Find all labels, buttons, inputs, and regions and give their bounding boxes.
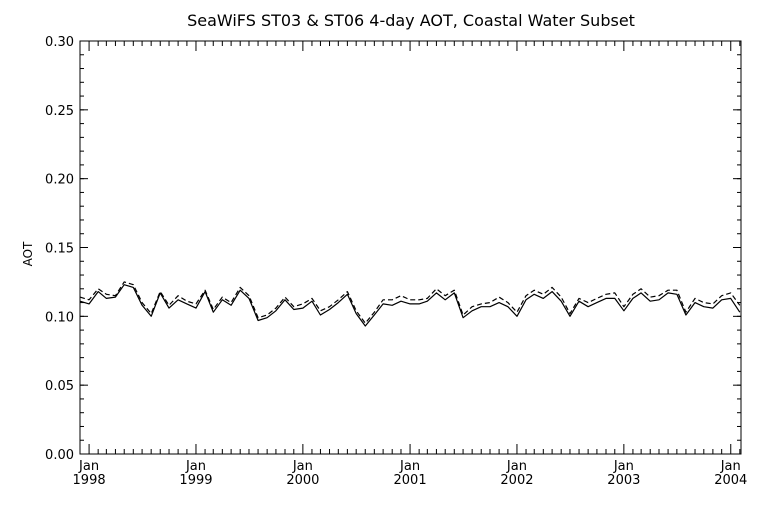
y-axis-ticks: 0.00 0.05 0.10 0.15 0.20 0.25 0.30	[45, 35, 741, 463]
x-tick-month-label: Jan	[292, 459, 313, 474]
x-axis-ticks: Jan1998Jan1999Jan2000Jan2001Jan2002Jan20…	[73, 41, 747, 488]
y-tick-label: 0.00	[45, 448, 74, 463]
x-tick-year-label: 2000	[286, 473, 319, 488]
x-tick-month-label: Jan	[185, 459, 206, 474]
y-tick-label: 0.20	[45, 173, 74, 188]
x-tick-month-label: Jan	[399, 459, 420, 474]
plot-frame	[79, 40, 742, 455]
x-tick-year-label: 2003	[607, 473, 640, 488]
x-tick-year-label: 2002	[500, 473, 533, 488]
x-tick-year-label: 2004	[714, 473, 747, 488]
series-group	[79, 281, 741, 327]
x-tick-month-label: Jan	[613, 459, 634, 474]
x-tick-year-label: 2001	[394, 473, 427, 488]
series-solid-line	[79, 284, 741, 327]
y-axis-label: AOT	[21, 241, 35, 266]
x-tick-year-label: 1998	[73, 473, 106, 488]
x-tick-month-label: Jan	[506, 459, 527, 474]
chart-title: SeaWiFS ST03 & ST06 4-day AOT, Coastal W…	[187, 11, 635, 30]
series-dashed-line	[79, 281, 741, 324]
y-tick-label: 0.15	[45, 242, 74, 257]
x-tick-month-label: Jan	[720, 459, 741, 474]
y-tick-label: 0.05	[45, 379, 74, 394]
y-tick-label: 0.30	[45, 35, 74, 50]
y-tick-label: 0.25	[45, 104, 74, 119]
y-tick-label: 0.10	[45, 310, 74, 325]
x-tick-year-label: 1999	[179, 473, 212, 488]
x-tick-month-label: Jan	[78, 459, 99, 474]
